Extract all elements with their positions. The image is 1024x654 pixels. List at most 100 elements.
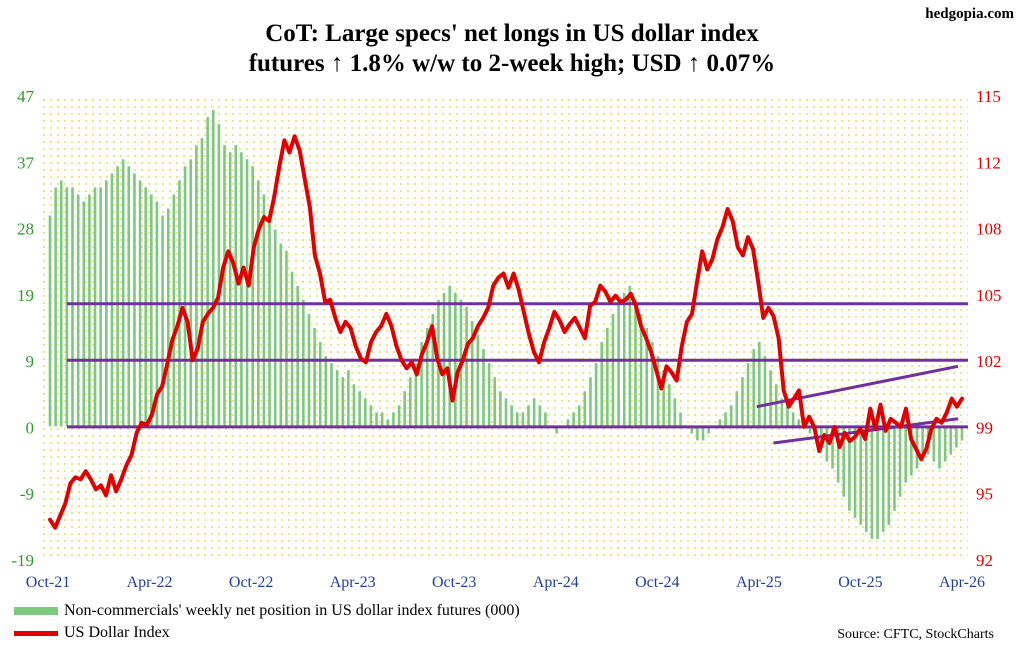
net-position-bar <box>369 405 373 427</box>
net-position-bar <box>245 159 249 427</box>
net-position-bar <box>403 391 406 427</box>
net-position-bar <box>690 426 694 434</box>
net-position-bar <box>189 159 193 427</box>
x-axis-tick-label: Oct-25 <box>838 574 882 591</box>
net-position-bar <box>155 201 159 427</box>
net-position-bar <box>898 426 902 497</box>
net-position-bar <box>763 356 767 427</box>
x-axis-tick-label: Apr-23 <box>330 574 376 591</box>
net-position-bar <box>330 363 333 427</box>
net-position-bar <box>166 208 170 427</box>
net-position-bar <box>234 145 238 427</box>
legend-label-usd-index: US Dollar Index <box>64 624 170 641</box>
net-position-bar <box>639 313 643 427</box>
net-position-bar <box>589 377 592 427</box>
x-axis-tick-label: Oct-22 <box>229 574 273 591</box>
net-position-bar <box>262 194 266 427</box>
net-position-bar <box>82 201 86 427</box>
net-position-bar <box>667 384 671 427</box>
net-position-bar <box>121 159 125 427</box>
net-position-bar <box>240 152 243 427</box>
net-position-bar <box>651 342 654 427</box>
net-position-bar <box>133 173 136 427</box>
right-axis-tick-label: 112 <box>976 153 1001 172</box>
net-position-bar <box>544 412 547 427</box>
net-position-bar <box>211 110 215 427</box>
net-position-bar <box>955 426 958 448</box>
right-axis-tick-label: 99 <box>976 418 993 437</box>
net-position-bar <box>59 180 63 427</box>
net-position-bar <box>515 412 519 427</box>
net-position-bar <box>285 250 288 427</box>
net-position-bar <box>746 363 750 427</box>
net-position-bar <box>251 166 254 427</box>
net-position-bar <box>217 124 221 427</box>
net-position-bar <box>836 426 840 483</box>
x-axis-tick-label: Apr-22 <box>127 574 173 591</box>
net-position-bar <box>724 412 727 427</box>
net-position-bar <box>707 426 710 434</box>
net-position-bar <box>363 398 367 427</box>
right-axis-tick-label: 102 <box>976 352 1002 371</box>
chart-title-line-2: futures ↑ 1.8% w/w to 2-week high; USD ↑… <box>248 50 776 77</box>
x-axis-tick-label: Oct-23 <box>432 574 476 591</box>
net-position-bar <box>88 194 91 427</box>
net-position-bar <box>645 328 649 427</box>
net-position-bar <box>150 194 153 427</box>
net-position-bar <box>408 377 412 427</box>
net-position-bar <box>76 194 80 427</box>
net-position-bar <box>656 356 660 427</box>
net-position-bar <box>268 215 271 427</box>
usd-index-line <box>48 134 964 530</box>
net-position-bar <box>566 419 570 427</box>
net-position-bar <box>679 412 682 427</box>
net-position-bar <box>572 412 575 427</box>
net-position-bar <box>470 320 474 427</box>
net-position-bar <box>701 426 705 441</box>
net-position-bar <box>93 187 97 427</box>
net-position-bar <box>223 145 226 427</box>
net-position-bar <box>307 313 311 427</box>
net-position-bar <box>54 187 57 427</box>
net-position-bar <box>555 426 558 434</box>
net-position-bar <box>774 384 778 427</box>
net-position-bar <box>600 342 604 427</box>
net-position-bar <box>696 426 699 441</box>
left-axis-tick-label: -9 <box>20 485 34 504</box>
net-position-bar <box>110 173 114 427</box>
net-position-bar <box>887 426 891 525</box>
net-position-bar <box>797 419 801 427</box>
left-axis-tick-label: -19 <box>11 551 34 570</box>
net-position-bar <box>825 426 829 462</box>
net-position-bar <box>904 426 908 483</box>
net-position-bar <box>493 377 497 427</box>
net-position-bar <box>859 426 862 525</box>
net-position-bar <box>521 412 525 427</box>
net-position-bar <box>341 377 345 427</box>
net-position-bar <box>161 215 164 427</box>
net-position-bar <box>780 398 784 427</box>
net-position-bar <box>195 145 198 427</box>
net-position-bar <box>397 405 401 427</box>
left-axis-tick-label: 19 <box>17 286 34 305</box>
net-position-bar <box>127 166 131 427</box>
net-position-bar <box>510 405 513 427</box>
net-position-bar <box>172 194 176 427</box>
net-position-bar <box>352 384 356 427</box>
net-position-bar <box>577 405 581 427</box>
net-position-bar <box>938 426 941 469</box>
net-position-bar <box>949 426 953 455</box>
right-axis-tick-label: 95 <box>976 485 993 504</box>
net-position-bar <box>206 117 209 427</box>
net-position-bar <box>735 391 739 427</box>
left-axis-tick-label: 37 <box>17 153 35 172</box>
net-position-bar <box>611 313 615 427</box>
legend-swatch-bars <box>14 607 58 615</box>
net-position-bar <box>499 391 502 427</box>
net-position-bar <box>769 370 772 427</box>
net-position-bar <box>335 370 339 427</box>
net-position-bar <box>606 328 609 427</box>
net-position-bar <box>183 166 187 427</box>
trend-line <box>756 364 959 409</box>
net-position-bar <box>296 285 300 427</box>
